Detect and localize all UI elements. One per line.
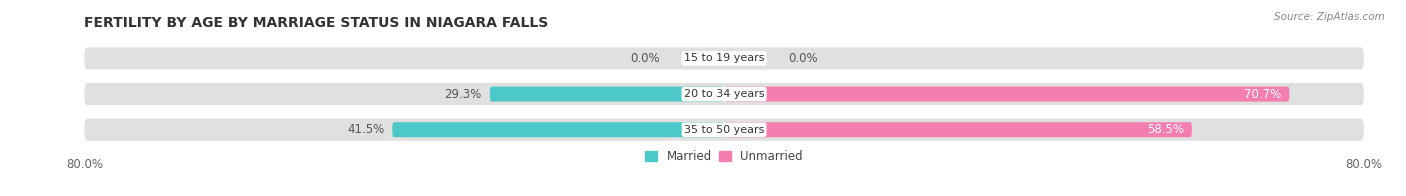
Text: 0.0%: 0.0% (787, 52, 818, 65)
FancyBboxPatch shape (84, 47, 1364, 70)
FancyBboxPatch shape (84, 119, 1364, 141)
FancyBboxPatch shape (84, 83, 1364, 105)
Text: 20 to 34 years: 20 to 34 years (683, 89, 765, 99)
Text: 29.3%: 29.3% (444, 88, 482, 101)
Text: 41.5%: 41.5% (347, 123, 384, 136)
FancyBboxPatch shape (392, 122, 724, 137)
Legend: Married, Unmarried: Married, Unmarried (641, 146, 807, 168)
Text: 70.7%: 70.7% (1244, 88, 1281, 101)
Text: 35 to 50 years: 35 to 50 years (683, 125, 765, 135)
Text: FERTILITY BY AGE BY MARRIAGE STATUS IN NIAGARA FALLS: FERTILITY BY AGE BY MARRIAGE STATUS IN N… (84, 16, 548, 30)
Text: 0.0%: 0.0% (630, 52, 661, 65)
FancyBboxPatch shape (724, 122, 1192, 137)
FancyBboxPatch shape (489, 87, 724, 102)
Text: Source: ZipAtlas.com: Source: ZipAtlas.com (1274, 12, 1385, 22)
Text: 15 to 19 years: 15 to 19 years (683, 54, 765, 64)
Text: 58.5%: 58.5% (1147, 123, 1184, 136)
FancyBboxPatch shape (724, 87, 1289, 102)
